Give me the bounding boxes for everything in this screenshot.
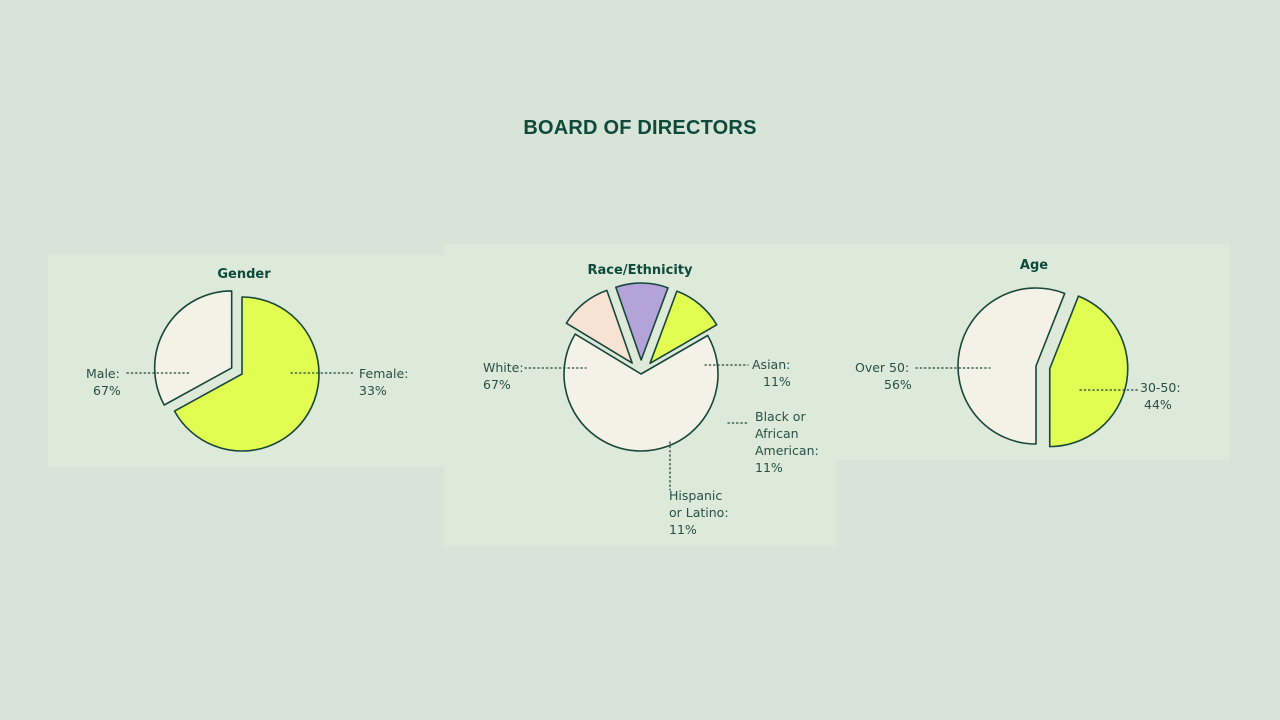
age-label-1: 30-50: (1140, 380, 1181, 395)
race-ethnicity-slice-1 (565, 289, 633, 364)
race-ethnicity-label-2: Black or African American: (755, 409, 819, 458)
race-ethnicity-value-label-0: 67% (483, 377, 511, 392)
race-ethnicity-label-3: Hispanic or Latino: (669, 488, 729, 520)
race-ethnicity-value-label-2: 11% (755, 460, 783, 475)
gender-value-label-0: 67% (93, 383, 121, 398)
gender-label-1: Female: (359, 366, 408, 381)
race-ethnicity-label-0: White: (483, 360, 524, 375)
race-ethnicity-slice-3 (649, 290, 718, 365)
race-ethnicity-slice-2 (615, 282, 669, 361)
gender-slice-1 (153, 290, 233, 406)
race-ethnicity-value-label-1: 11% (763, 374, 791, 389)
race-ethnicity-value-label-3: 11% (669, 522, 697, 537)
age-slice-0 (957, 287, 1066, 445)
gender-chart-title: Gender (217, 267, 271, 282)
gender-label-0: Male: (86, 366, 120, 381)
race-ethnicity-label-1: Asian: (752, 357, 790, 372)
age-slice-1 (1048, 295, 1129, 448)
race-ethnicity-chart-title: Race/Ethnicity (588, 263, 693, 278)
gender-value-label-1: 33% (359, 383, 387, 398)
gender-slice-0 (173, 296, 320, 452)
age-value-label-1: 44% (1144, 397, 1172, 412)
age-value-label-0: 56% (884, 377, 912, 392)
age-label-0: Over 50: (855, 360, 909, 375)
race-ethnicity-slice-0 (563, 333, 719, 452)
page-title: BOARD OF DIRECTORS (523, 117, 757, 139)
age-chart-title: Age (1020, 258, 1048, 273)
